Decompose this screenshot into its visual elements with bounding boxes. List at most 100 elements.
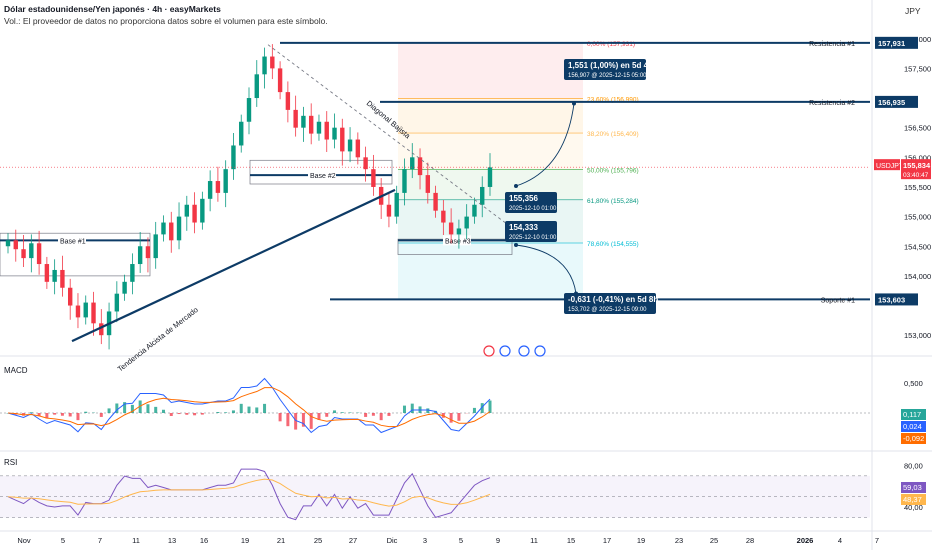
candle-body — [449, 223, 453, 235]
countdown-value: 03:40:47 — [903, 172, 929, 179]
time-tick-label: 28 — [746, 536, 754, 545]
rsi-tick-label: 80,00 — [904, 461, 923, 470]
event-flag-icon — [535, 346, 545, 356]
candle-body — [457, 228, 461, 234]
time-tick-label: 4 — [838, 536, 842, 545]
time-tick-label: Dic — [387, 536, 398, 545]
candle-body — [21, 249, 25, 258]
candle-body — [154, 234, 158, 258]
candle-body — [122, 282, 126, 294]
base-zone-label: Base #1 — [60, 238, 86, 245]
candle-body — [192, 205, 196, 223]
price-tick-label: 155,500 — [904, 183, 931, 192]
event-flag-icon — [500, 346, 510, 356]
uptrend-line — [72, 190, 395, 341]
candle-body — [348, 140, 352, 152]
macd-histogram-bar — [364, 413, 367, 417]
candle-body — [426, 175, 430, 193]
time-tick-label: 25 — [710, 536, 718, 545]
time-tick-label: 2026 — [797, 536, 814, 545]
time-tick-label: 7 — [875, 536, 879, 545]
candle-body — [472, 205, 476, 217]
time-tick-label: Nov — [17, 536, 31, 545]
rsi-pane-label: RSI — [4, 458, 17, 467]
up-target-callout-sub: 156,907 @ 2025-12-15 05:00 — [568, 73, 647, 79]
time-tick-label: 27 — [349, 536, 357, 545]
current-price-value: 155,834 — [903, 161, 931, 170]
up-target-callout-main: 1,551 (1,00%) en 5d 4h — [568, 61, 653, 70]
down-target-callout-main: -0,631 (-0,41%) en 5d 8h — [568, 295, 658, 304]
candle-body — [169, 223, 173, 241]
entry-low-callout-sub: 2025-12-10 01:00 — [509, 235, 557, 241]
volume-note: Vol.: El proveedor de datos no proporcio… — [4, 16, 328, 26]
time-tick-label: 23 — [675, 536, 683, 545]
macd-histogram-bar — [224, 412, 227, 413]
candle-body — [185, 205, 189, 217]
time-tick-label: 11 — [132, 536, 140, 545]
candle-body — [278, 68, 282, 92]
macd-histogram-bar — [349, 412, 352, 413]
macd-histogram-bar — [489, 401, 492, 413]
time-tick-label: 25 — [314, 536, 322, 545]
macd-histogram-bar — [201, 413, 204, 415]
candle-body — [138, 246, 142, 264]
candle-body — [130, 264, 134, 282]
candle-body — [177, 217, 181, 241]
candle-body — [262, 57, 266, 75]
macd-histogram-bar — [170, 413, 173, 416]
level-name: Resistencia #2 — [809, 100, 855, 107]
time-tick-label: 19 — [241, 536, 249, 545]
level-price-value: 156,935 — [878, 98, 905, 107]
time-tick-label: 11 — [530, 536, 538, 545]
macd-histogram-bar — [232, 410, 235, 413]
rsi-value: 59,03 — [903, 483, 922, 492]
candle-body — [52, 270, 56, 282]
macd-histogram-bar — [403, 406, 406, 413]
candle-body — [433, 193, 437, 211]
macd-histogram-bar — [325, 413, 328, 417]
candle-body — [395, 193, 399, 217]
price-tick-label: 157,500 — [904, 64, 931, 73]
candle-body — [371, 169, 375, 187]
candle-body — [270, 57, 274, 69]
candle-body — [37, 243, 41, 264]
macd-histogram-bar — [248, 407, 251, 413]
fib-zone-band — [398, 133, 583, 169]
candle-body — [363, 157, 367, 169]
macd-histogram-bar — [76, 413, 79, 420]
level-price-value: 157,931 — [878, 39, 905, 48]
time-tick-label: 19 — [637, 536, 645, 545]
macd-histogram-bar — [61, 413, 64, 416]
candle-body — [6, 240, 10, 246]
macd-histogram-bar — [450, 413, 453, 423]
macd-tick-label: 0,500 — [904, 379, 923, 388]
candle-body — [286, 92, 290, 110]
level-name: Resistencia #1 — [809, 41, 855, 48]
time-tick-label: 17 — [603, 536, 611, 545]
macd-histogram-bar — [108, 408, 111, 413]
candle-body — [356, 140, 360, 158]
macd-pane-label: MACD — [4, 366, 28, 375]
candle-body — [464, 217, 468, 229]
macd-histogram-bar — [457, 413, 460, 421]
price-tick-label: 155,000 — [904, 213, 931, 222]
macd-histogram-bar — [411, 404, 414, 413]
base-zone-label: Base #3 — [445, 238, 471, 245]
candle-body — [146, 246, 150, 258]
candle-body — [410, 157, 414, 169]
macd-histogram-bar — [333, 410, 336, 413]
time-tick-label: 15 — [567, 536, 575, 545]
candle-body — [14, 240, 18, 249]
macd-histogram-bar — [380, 413, 383, 420]
candle-body — [332, 128, 336, 140]
time-tick-label: 7 — [98, 536, 102, 545]
down-projection-start — [514, 243, 518, 247]
macd-histogram-bar — [279, 413, 282, 421]
level-name: Soporte #1 — [821, 297, 855, 304]
time-tick-label: 13 — [168, 536, 176, 545]
macd-histogram-bar — [100, 413, 103, 417]
fib-level-label: 38,20% (156,409) — [587, 131, 639, 138]
candle-body — [208, 181, 212, 199]
macd-histogram-bar — [255, 407, 258, 413]
